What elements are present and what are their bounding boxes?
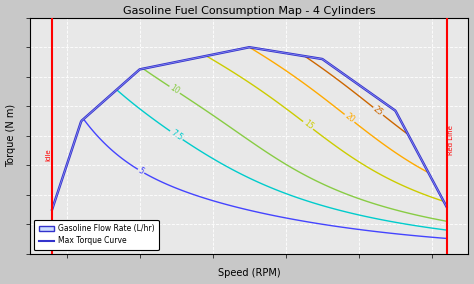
Title: Gasoline Fuel Consumption Map - 4 Cylinders: Gasoline Fuel Consumption Map - 4 Cylind…	[123, 6, 375, 16]
X-axis label: Speed (RPM): Speed (RPM)	[218, 268, 281, 278]
Text: 10: 10	[168, 83, 181, 96]
Y-axis label: Torque (N m): Torque (N m)	[6, 104, 16, 167]
Text: 25: 25	[372, 105, 385, 118]
Text: 20: 20	[343, 112, 356, 125]
Text: 7.5: 7.5	[169, 128, 184, 143]
Text: 15: 15	[301, 119, 315, 132]
Legend: Gasoline Flow Rate (L/hr), Max Torque Curve: Gasoline Flow Rate (L/hr), Max Torque Cu…	[34, 220, 159, 250]
Text: 5: 5	[137, 166, 146, 176]
Text: Red Line: Red Line	[448, 126, 454, 155]
Text: Idle: Idle	[45, 148, 51, 161]
